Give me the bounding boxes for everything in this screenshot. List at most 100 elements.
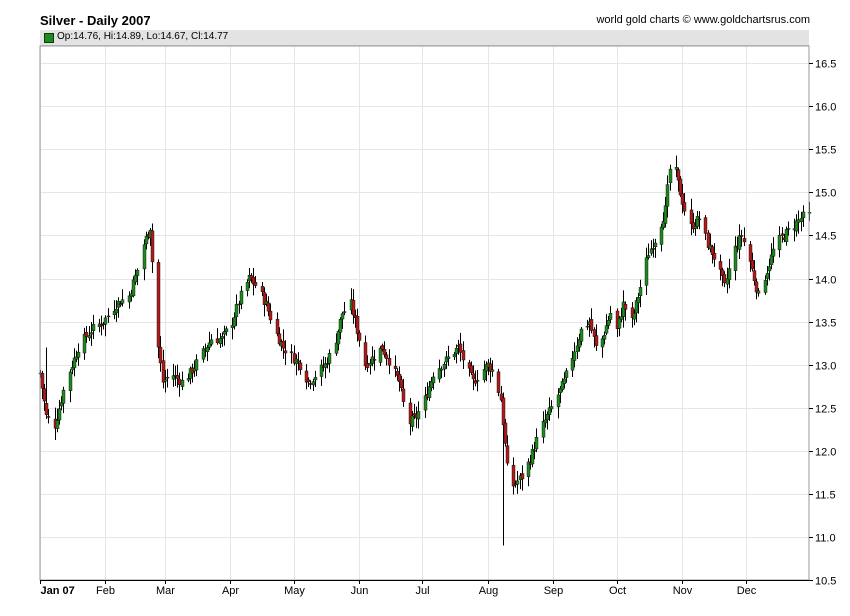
candle-body [777,234,782,251]
candle-body [722,274,727,284]
candle [106,308,111,323]
candle-body [72,357,77,369]
candle-body [458,343,463,353]
candle-body [304,370,309,383]
candle [572,342,577,368]
candle [158,336,163,372]
candle [323,357,328,379]
candle [439,366,444,379]
candle-body [205,347,210,352]
candle [253,275,258,289]
candle [780,227,785,243]
candle [382,341,387,358]
candle-body [106,315,111,318]
x-tick-label: Mar [156,585,175,597]
candle [131,276,136,298]
candle [505,435,510,466]
candle-body [619,316,624,320]
candle [777,226,782,258]
candle-body [87,335,92,339]
candle-body [372,359,377,361]
candle-body [327,352,332,364]
candle [384,352,389,366]
candle [801,205,806,227]
candle-body [308,383,313,385]
candle [190,363,195,383]
candle [180,371,185,391]
candle [649,240,654,256]
candle-body [266,302,271,312]
grid-lines [40,46,809,581]
y-tick-label: 12.0 [815,447,836,459]
candle-body [384,354,389,359]
x-tick-label: Apr [222,585,239,597]
candle-body [646,255,651,258]
candle-body [220,336,225,339]
candle-body [342,311,347,313]
candle [378,346,383,367]
candle [363,335,368,371]
candle-body [452,354,457,358]
candle-body [543,419,548,424]
candle-body [733,245,738,271]
candle-body [572,351,577,361]
candle-body [150,230,155,263]
candle-body [357,332,362,341]
candle [617,316,622,337]
candle-body [103,317,108,325]
candle-body [118,303,123,306]
candle [194,354,199,377]
candle-body [602,335,607,340]
candle-body [423,395,428,411]
candle [461,341,466,370]
candle-body [296,360,301,363]
candle-body [617,317,622,329]
candle [251,267,256,296]
candle-body [410,415,415,427]
candle [659,223,664,252]
candle-body [382,349,387,355]
candle [651,238,656,258]
candle [357,330,362,347]
candle [103,315,108,337]
candle [475,370,480,392]
candle-body [651,248,656,250]
candle [682,193,687,216]
candles [38,155,812,546]
candle [490,360,495,377]
candle [520,465,525,491]
candle-body [91,324,96,331]
candle [57,399,62,425]
candle [201,345,206,363]
candle [623,301,628,321]
candle-body [604,325,609,334]
candle-body [224,328,229,333]
candle [135,268,140,286]
candle-body [703,217,708,234]
candle [46,408,51,424]
candle [564,368,569,383]
y-tick-label: 14.0 [815,275,836,287]
candle [401,378,406,407]
candle [515,470,520,494]
candle [638,279,643,308]
candle-body [114,309,119,314]
candle-body [387,358,392,366]
candle-body [68,371,73,392]
candle-body [399,379,404,389]
candle-body [752,270,757,282]
candle-body [215,338,220,343]
candle-body [623,303,628,310]
chart-title: Silver - Daily 2007 [40,13,151,28]
candle-body [281,340,286,349]
candle [579,326,584,346]
candle-body [431,376,436,384]
candle-body [718,261,723,270]
candle [501,392,506,546]
x-tick-label: Jul [415,585,429,597]
candle-body [589,319,594,331]
candle [644,247,649,296]
candle-body [503,422,508,444]
candle-body [442,364,447,370]
candle [156,259,161,359]
